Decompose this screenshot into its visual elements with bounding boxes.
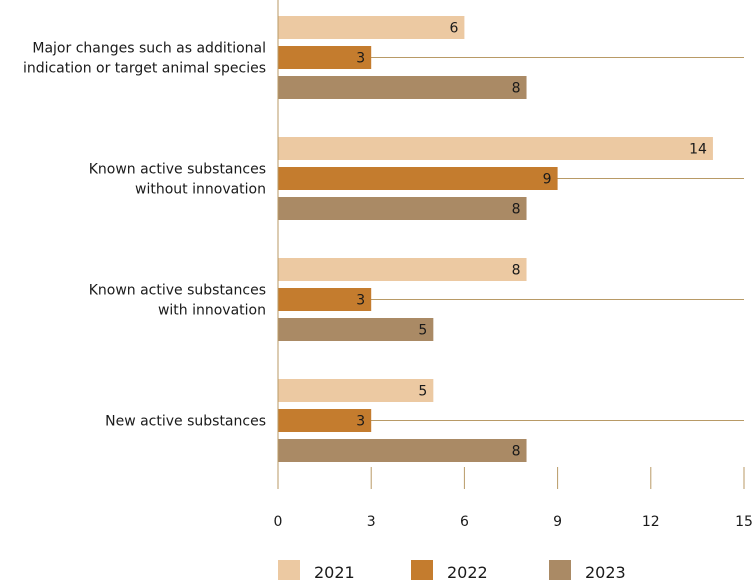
bar-2021	[278, 16, 465, 39]
category-label-line: indication or target animal species	[23, 61, 266, 77]
data-label: 3	[356, 51, 365, 67]
x-tick-label: 0	[274, 514, 283, 530]
x-tick-label: 15	[735, 514, 753, 530]
data-label: 8	[512, 81, 521, 97]
x-tick-label: 12	[642, 514, 660, 530]
bar-2022	[278, 46, 372, 69]
x-tick-label: 6	[460, 514, 469, 530]
category-label-line: without innovation	[135, 182, 266, 198]
category-labels: Major changes such as additional indicati…	[23, 41, 266, 430]
x-tick-label: 9	[553, 514, 562, 530]
bar-2022	[278, 167, 558, 190]
data-label: 5	[418, 323, 427, 339]
data-label: 8	[512, 444, 521, 460]
category-label: Known active substances with innovation	[89, 283, 266, 319]
category-label: Major changes such as additional indicati…	[23, 41, 266, 77]
legend-label-2022: 2022	[447, 563, 488, 582]
data-label: 8	[512, 263, 521, 279]
category-label-line: Known active substances	[89, 162, 266, 178]
grid-layer	[278, 57, 744, 421]
category-label-line: Known active substances	[89, 283, 266, 299]
data-label: 9	[543, 172, 552, 188]
category-label: New active substances	[105, 414, 266, 430]
x-tick-label: 3	[367, 514, 376, 530]
data-label: 3	[356, 414, 365, 430]
bar-2023	[278, 197, 527, 220]
x-axis: 0 3 6 9 12 15	[274, 0, 753, 530]
bar-2021	[278, 379, 434, 402]
category-label-line: with innovation	[158, 303, 266, 319]
bar-2021	[278, 137, 713, 160]
category-label-line: New active substances	[105, 414, 266, 430]
bar-2023	[278, 439, 527, 462]
legend-label-2021: 2021	[314, 563, 355, 582]
data-label: 8	[512, 202, 521, 218]
data-label: 14	[689, 142, 707, 158]
data-label: 3	[356, 293, 365, 309]
legend-label-2023: 2023	[585, 563, 626, 582]
bar-2022	[278, 288, 372, 311]
data-label: 5	[418, 384, 427, 400]
legend-swatch-2022	[411, 560, 433, 580]
category-label-line: Major changes such as additional	[32, 41, 266, 57]
bar-2023	[278, 76, 527, 99]
category-label: Known active substances without innovatio…	[89, 162, 266, 198]
bars-layer: 6 3 8 14 9 8 8 3 5 5 3 8	[278, 16, 713, 462]
bar-2023	[278, 318, 434, 341]
bar-2022	[278, 409, 372, 432]
legend: 2021 2022 2023	[278, 560, 626, 582]
legend-swatch-2023	[549, 560, 571, 580]
bar-2021	[278, 258, 527, 281]
legend-swatch-2021	[278, 560, 300, 580]
data-label: 6	[449, 21, 458, 37]
